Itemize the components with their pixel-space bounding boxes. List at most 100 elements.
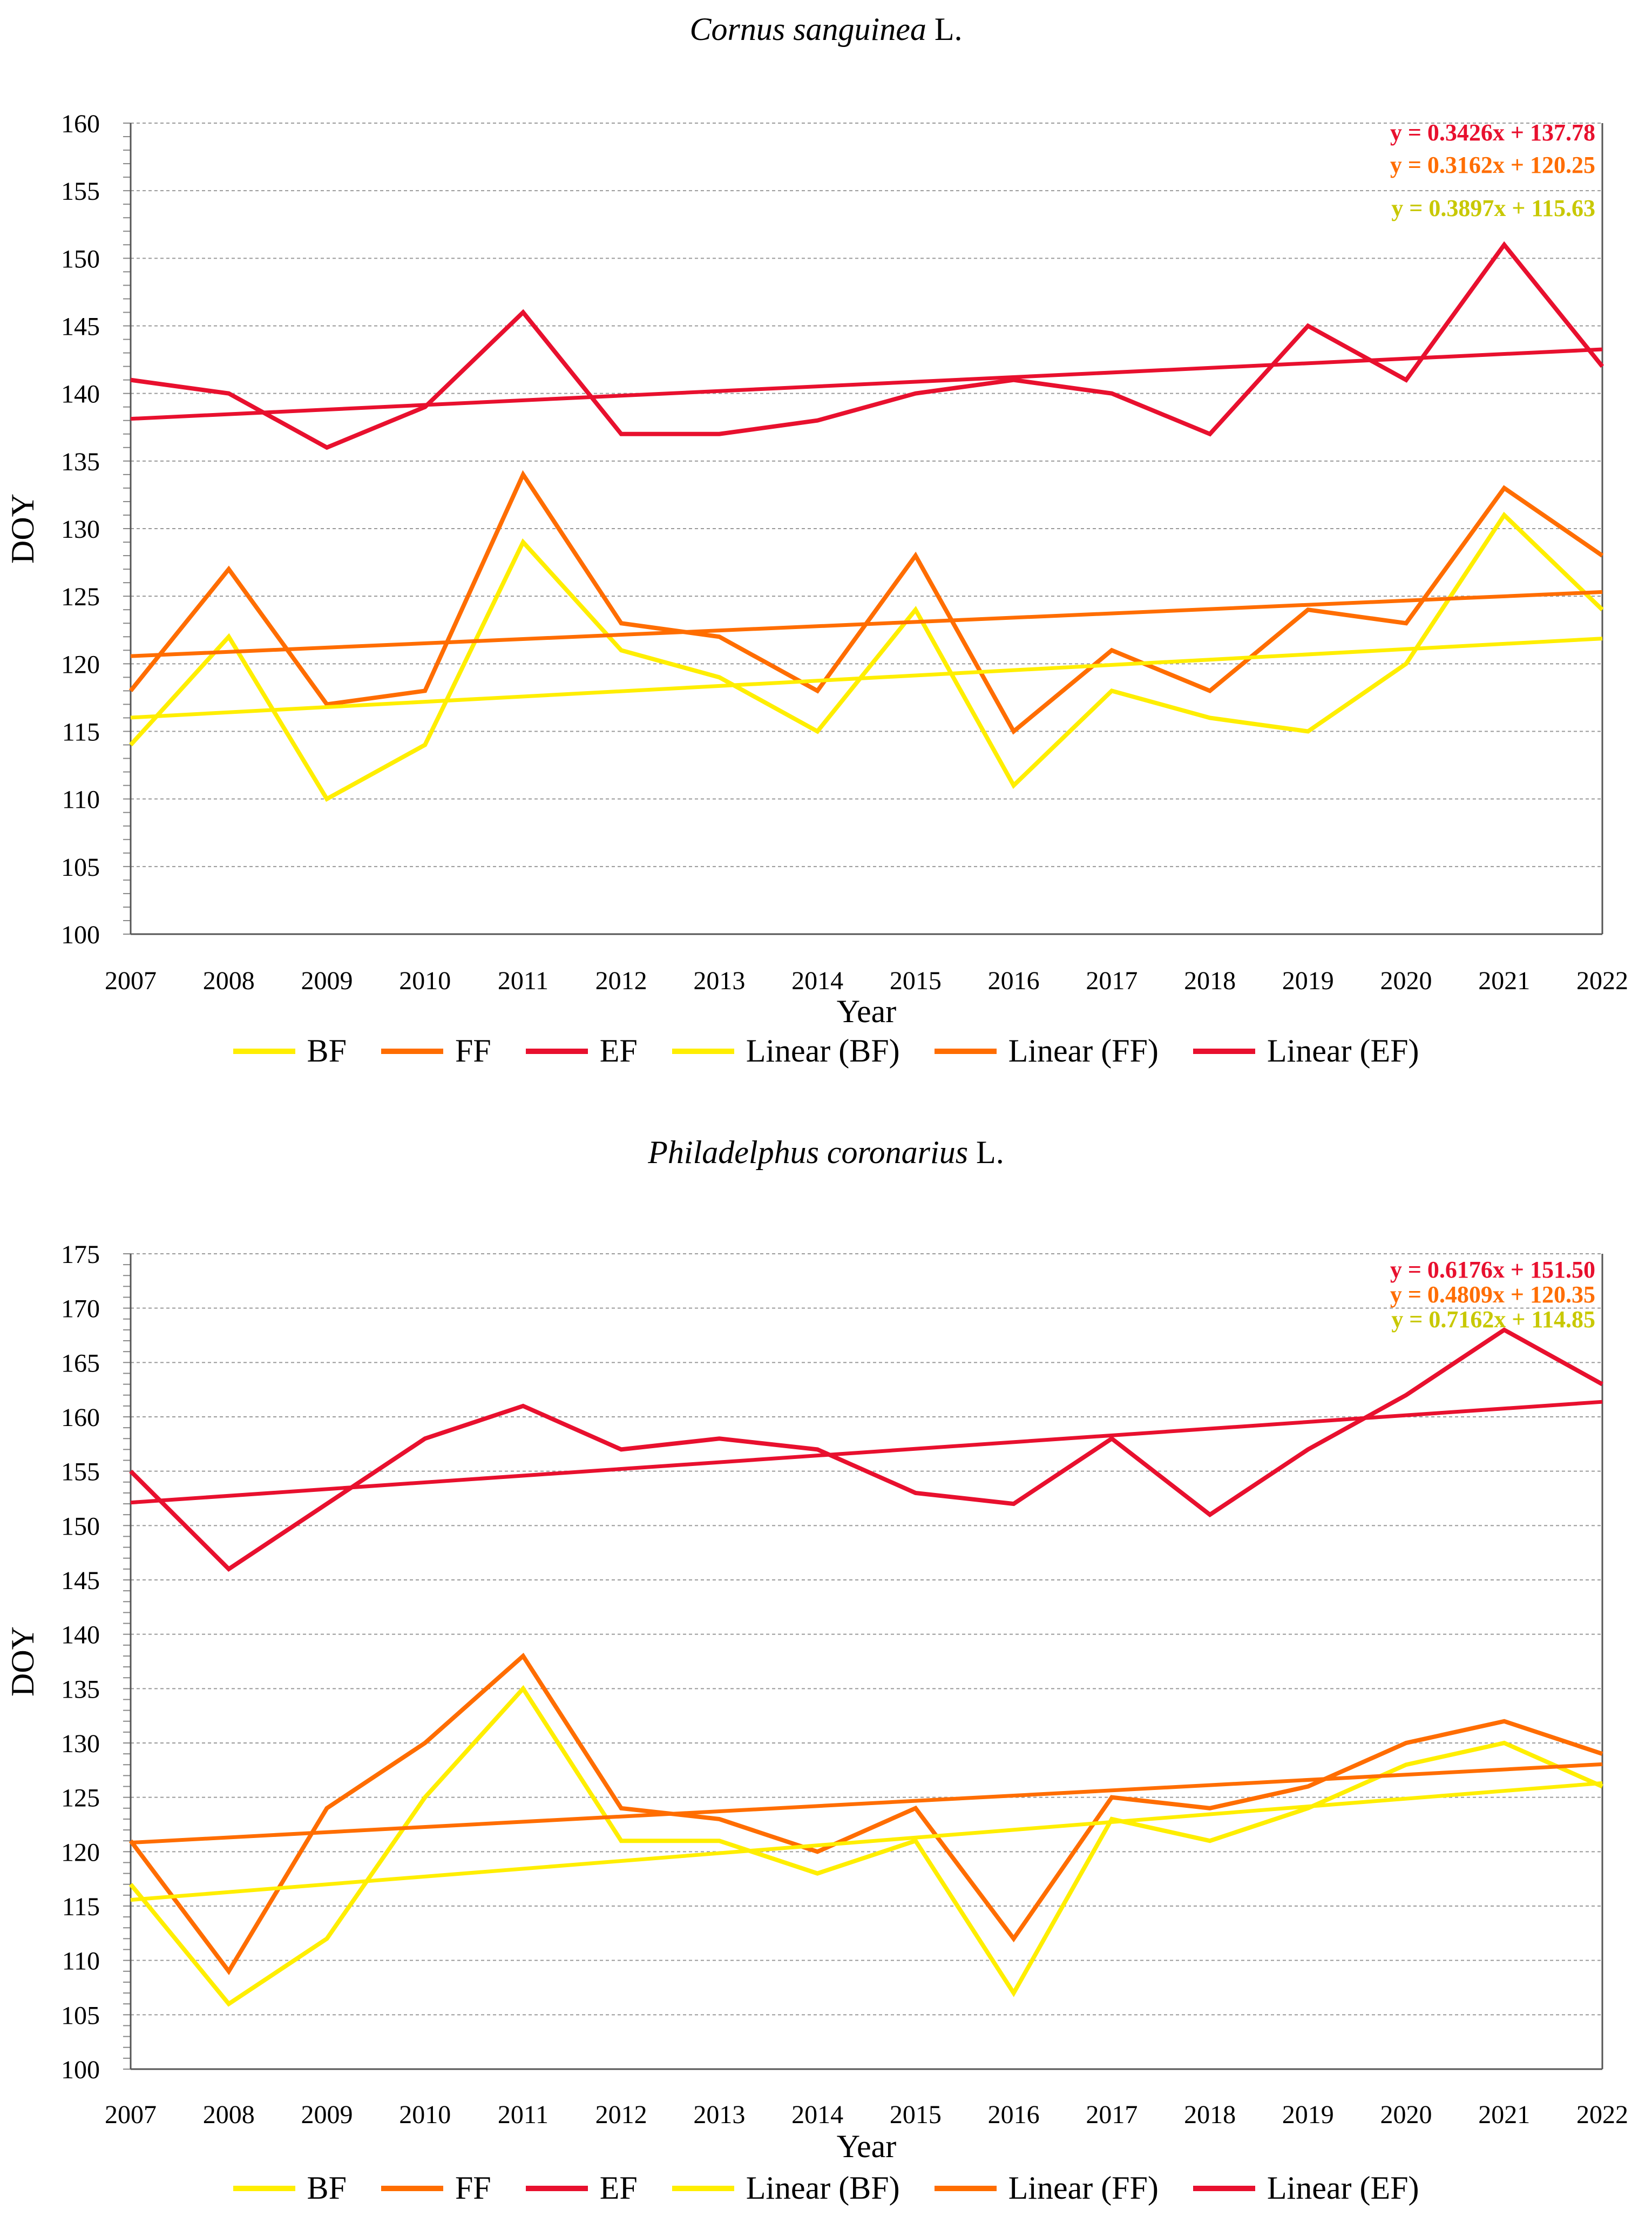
- x-tick-label: 2008: [203, 967, 255, 995]
- legend-swatch: [672, 2185, 734, 2191]
- x-tick-label: 2012: [595, 967, 647, 995]
- trendline-bf: [130, 1781, 1603, 1902]
- legend-label: FF: [455, 1033, 491, 1069]
- y-tick-label: 105: [61, 2001, 100, 2030]
- series-line-ef: [129, 1327, 1603, 1572]
- y-tick-label: 125: [61, 583, 100, 611]
- legend-label: Linear (EF): [1267, 2170, 1419, 2206]
- y-tick-label: 150: [61, 245, 100, 273]
- y-tick-label: 115: [62, 1893, 100, 1921]
- y-tick-label: 130: [61, 515, 100, 544]
- x-tick-label: 2018: [1184, 2100, 1236, 2129]
- legend-label: Linear (BF): [746, 1033, 900, 1069]
- y-tick-label: 125: [61, 1784, 100, 1813]
- x-tick-label: 2016: [988, 967, 1040, 995]
- legend-label: FF: [455, 2170, 491, 2206]
- x-tick-label: 2011: [498, 967, 549, 995]
- y-tick-label: 155: [61, 1458, 100, 1486]
- legend-item: EF: [525, 2170, 638, 2207]
- legend-swatch: [1193, 1048, 1255, 1054]
- x-tick-label: 2007: [105, 2100, 157, 2129]
- legend-label: Linear (BF): [746, 2170, 900, 2206]
- x-tick-label: 2021: [1478, 967, 1530, 995]
- legend-swatch: [934, 2185, 997, 2191]
- legend-item: Linear (BF): [672, 2170, 900, 2207]
- legend-swatch: [934, 1048, 997, 1054]
- y-tick-label: 160: [61, 110, 100, 138]
- legend-swatch: [233, 1048, 295, 1054]
- legend-label: EF: [599, 2170, 638, 2206]
- y-tick-label: 145: [61, 313, 100, 341]
- trendline-ef: [130, 1400, 1603, 1505]
- x-tick-label: 2016: [988, 2100, 1040, 2129]
- trendline-ef: [130, 347, 1603, 421]
- legend-item: FF: [381, 1032, 491, 1070]
- x-axis-label: Year: [837, 2129, 897, 2164]
- chart-title-species: Philadelphus coronarius: [648, 1134, 969, 1170]
- legend-item: Linear (FF): [934, 1032, 1159, 1070]
- x-tick-label: 2020: [1380, 967, 1432, 995]
- x-tick-label: 2020: [1380, 2100, 1432, 2129]
- series-line-ff: [128, 1652, 1603, 1975]
- y-tick-label: 120: [61, 650, 100, 679]
- y-tick-label: 160: [61, 1403, 100, 1432]
- chart-plot-area: 100 105 110 115 120 125 130 135 140 145 150 155 160 2…: [5, 110, 1628, 1029]
- trendline-ff: [130, 1762, 1603, 1845]
- legend-swatch: [525, 2185, 588, 2191]
- x-tick-label: 2022: [1576, 2100, 1628, 2129]
- y-axis-label: DOY: [5, 1626, 40, 1697]
- y-tick-label: 105: [61, 853, 100, 882]
- x-tick-label: 2019: [1282, 2100, 1334, 2129]
- y-tick-label: 120: [61, 1838, 100, 1867]
- trendline-equation-ef: y = 0.3426x + 137.78: [1390, 119, 1595, 146]
- trendline-equation-ff: y = 0.4809x + 120.35: [1390, 1281, 1595, 1308]
- legend-label: EF: [599, 1033, 638, 1069]
- legend-item: Linear (EF): [1193, 2170, 1419, 2207]
- y-tick-label: 110: [62, 1947, 100, 1976]
- x-tick-label: 2011: [498, 2100, 549, 2129]
- chart-legend: BF FF EF Linear (BF) Linear (FF) Linear (EF): [0, 1032, 1652, 1070]
- legend-label: BF: [307, 2170, 347, 2206]
- trendline-equation-ff: y = 0.3162x + 120.25: [1390, 152, 1595, 178]
- legend-swatch: [525, 1048, 588, 1054]
- legend-label: Linear (FF): [1008, 1033, 1159, 1069]
- chart-cornus-sanguinea: Cornus sanguinea L. 100 105 110 115 120 125 13…: [0, 0, 1652, 1091]
- x-tick-label: 2010: [399, 967, 451, 995]
- x-tick-label: 2013: [693, 967, 745, 995]
- y-tick-label: 175: [61, 1240, 100, 1269]
- trendline-equation-ef: y = 0.6176x + 151.50: [1390, 1256, 1595, 1283]
- legend-item: Linear (EF): [1193, 1032, 1419, 1070]
- y-tick-label: 145: [61, 1566, 100, 1595]
- trendline-equation-bf: y = 0.3897x + 115.63: [1391, 195, 1595, 221]
- x-tick-label: 2014: [791, 2100, 843, 2129]
- x-tick-label: 2018: [1184, 967, 1236, 995]
- y-tick-label: 170: [61, 1295, 100, 1323]
- legend-swatch: [1193, 2185, 1255, 2191]
- x-tick-label: 2017: [1086, 967, 1138, 995]
- trendline-bf: [130, 637, 1603, 720]
- legend-label: Linear (FF): [1008, 2170, 1159, 2206]
- y-tick-label: 140: [61, 380, 100, 409]
- chart-title-suffix: L.: [934, 11, 963, 47]
- legend-swatch: [381, 1048, 443, 1054]
- legend-swatch: [672, 1048, 734, 1054]
- x-tick-label: 2009: [301, 967, 353, 995]
- series-line-ef: [130, 241, 1604, 450]
- x-tick-label: 2013: [693, 2100, 745, 2129]
- y-tick-label: 110: [62, 786, 100, 814]
- legend-item: Linear (FF): [934, 2170, 1159, 2207]
- y-tick-label: 115: [62, 718, 100, 747]
- trendline-ff: [130, 590, 1603, 658]
- chart-title-species: Cornus sanguinea: [689, 11, 926, 47]
- legend-item: BF: [233, 1032, 347, 1070]
- x-tick-label: 2022: [1576, 967, 1628, 995]
- legend-item: FF: [381, 2170, 491, 2207]
- trendline-equation-bf: y = 0.7162x + 114.85: [1391, 1306, 1595, 1333]
- y-tick-label: 155: [61, 177, 100, 206]
- x-tick-label: 2008: [203, 2100, 255, 2129]
- x-tick-label: 2014: [791, 967, 843, 995]
- chart-philadelphus-coronarius: Philadelphus coronarius L. 100 105 110 115 1…: [0, 1123, 1652, 2223]
- y-tick-label: 130: [61, 1729, 100, 1758]
- x-tick-label: 2017: [1086, 2100, 1138, 2129]
- series-line-bf: [128, 1685, 1603, 2007]
